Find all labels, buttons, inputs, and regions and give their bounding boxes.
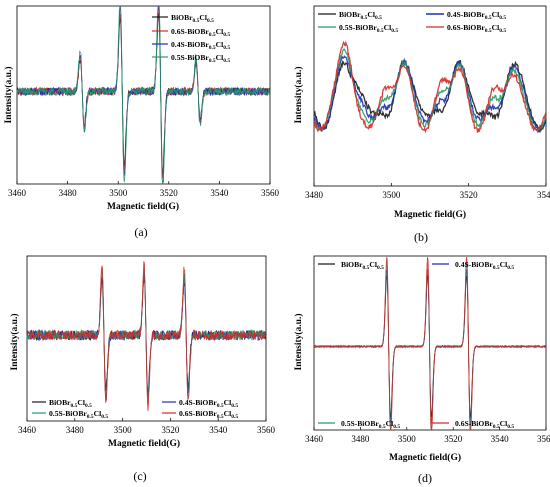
xtick-label-a-5: 3560 [261, 188, 280, 198]
xticks-c: 3460 3480 3500 3520 3540 3560 [18, 418, 276, 435]
ylabel-c: Intensity(a.u.) [9, 313, 20, 370]
legend-label-d-2: 0.5S-BiOBr0.5Cl0.5 [341, 419, 400, 430]
series-line-c-3 [26, 260, 266, 412]
xtick-label-c-3: 3520 [161, 425, 180, 435]
xlabel-b: Magnetic field(G) [394, 209, 466, 220]
legend-label-b-1: 0.4S-BiOBr0.5Cl0.5 [447, 10, 506, 21]
plot-frame-d [313, 255, 547, 431]
legend-label-a-1: 0.6S-BiOBr0.5Cl0.5 [171, 27, 230, 38]
xtick-label-a-1: 3480 [59, 188, 78, 198]
xtick-label-a-0: 3460 [8, 188, 27, 198]
traces-d [313, 256, 547, 430]
xtick-label-c-5: 3560 [257, 425, 276, 435]
legend-d: BiOBr0.5Cl0.5 0.4S-BiOBr0.5Cl0.5 0.5S-Bi… [318, 260, 514, 430]
caption-b: (b) [414, 230, 428, 244]
ylabel-d: Intensity(a.u.) [293, 313, 304, 370]
xtick-label-d-0: 3460 [305, 434, 324, 444]
panel-c: 3460 3480 3500 3520 3540 3560 Magnetic field(… [9, 255, 276, 483]
xlabel-c: Magnetic field(G) [108, 438, 180, 449]
xticks-a: 3460 3480 3500 3520 3540 3560 [8, 181, 280, 198]
legend-label-a-2: 0.4S-BiOBr0.5Cl0.5 [171, 40, 230, 51]
legend-label-c-0: BiOBr0.5Cl0.5 [49, 398, 92, 409]
xtick-label-c-2: 3500 [114, 425, 133, 435]
xtick-label-b-0: 3480 [305, 190, 324, 200]
legend-label-b-2: 0.5S-BiOBr0.5Cl0.5 [339, 23, 398, 34]
caption-a: (a) [134, 225, 147, 239]
legend-label-c-3: 0.6S-BiOBr0.5Cl0.5 [179, 409, 238, 420]
legend-a: BiOBr0.5Cl0.5 0.6S-BiOBr0.5Cl0.5 0.4S-Bi… [152, 13, 230, 64]
xtick-label-d-4: 3540 [491, 434, 510, 444]
legend-label-c-1: 0.4S-BiOBr0.5Cl0.5 [179, 398, 238, 409]
legend-label-d-0: BiOBr0.5Cl0.5 [341, 260, 384, 271]
series-line-a-3 [16, 6, 271, 184]
plot-frame-c [26, 255, 267, 422]
legend-c: BiOBr0.5Cl0.5 0.4S-BiOBr0.5Cl0.5 0.5S-Bi… [32, 398, 238, 420]
xtick-label-c-4: 3540 [209, 425, 228, 435]
xtick-label-c-1: 3480 [66, 425, 85, 435]
legend-label-a-3: 0.5S-BiOBr0.5Cl0.5 [171, 53, 230, 64]
xtick-label-b-3: 3540 [537, 190, 550, 200]
xtick-label-b-1: 3500 [382, 190, 401, 200]
xtick-label-d-2: 3500 [398, 434, 417, 444]
plot-frame-a [16, 5, 271, 185]
panel-b: 3480 3500 3520 3540 Magnetic field(G) Inten… [293, 5, 550, 244]
caption-c: (c) [133, 469, 146, 483]
legend-label-c-2: 0.5S-BiOBr0.5Cl0.5 [49, 409, 108, 420]
traces-a [16, 6, 271, 185]
xtick-label-d-1: 3480 [351, 434, 370, 444]
plot-frame-b [313, 5, 547, 187]
legend-label-d-1: 0.4S-BiOBr0.5Cl0.5 [455, 260, 514, 271]
xtick-label-a-3: 3520 [160, 188, 179, 198]
series-line-d-3 [313, 256, 546, 430]
xticks-b: 3480 3500 3520 3540 [305, 183, 550, 200]
panel-d: 3460 3480 3500 3520 3540 3560 Magnetic field(… [293, 255, 550, 485]
xtick-label-d-3: 3520 [444, 434, 463, 444]
traces-c [26, 260, 266, 412]
legend-label-d-3: 0.6S-BiOBr0.5Cl0.5 [455, 419, 514, 430]
xtick-label-b-2: 3520 [460, 190, 479, 200]
legend-label-b-3: 0.6S-BiOBr0.5Cl0.5 [447, 23, 506, 34]
panel-a: 3460 3480 3500 3520 3540 3560 Magnetic field(… [3, 5, 280, 239]
caption-d: (d) [418, 471, 432, 485]
xtick-label-d-5: 3560 [537, 434, 550, 444]
xtick-label-a-2: 3500 [109, 188, 128, 198]
xlabel-d: Magnetic field(G) [389, 452, 461, 463]
xtick-label-c-0: 3460 [18, 425, 37, 435]
legend-label-a-0: BiOBr0.5Cl0.5 [171, 13, 214, 24]
traces-b [313, 40, 547, 134]
xlabel-a: Magnetic field(G) [107, 201, 179, 212]
xtick-label-a-4: 3540 [210, 188, 229, 198]
ylabel-b: Intensity(a.u.) [293, 66, 304, 123]
legend-b: BiOBr0.5Cl0.5 0.4S-BiOBr0.5Cl0.5 0.5S-Bi… [318, 10, 506, 34]
series-line-b-3 [313, 40, 547, 134]
ylabel-a: Intensity(a.u.) [3, 66, 14, 123]
legend-label-b-0: BiOBr0.5Cl0.5 [339, 10, 382, 21]
xticks-d: 3460 3480 3500 3520 3540 3560 [305, 427, 550, 444]
